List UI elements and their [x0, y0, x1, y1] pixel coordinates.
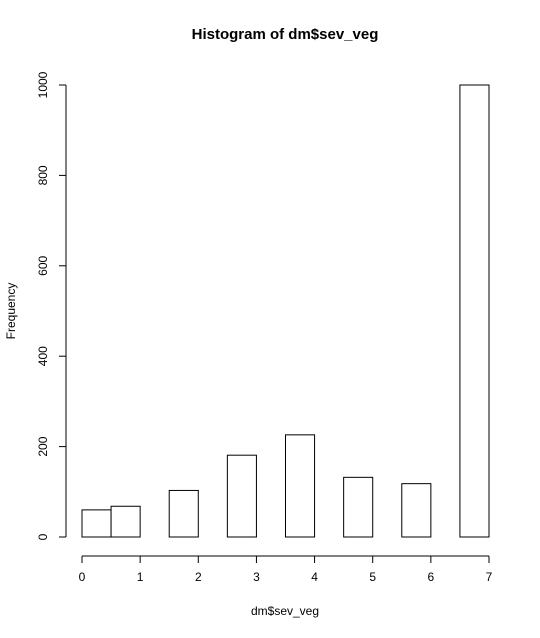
y-axis-label: Frequency — [4, 283, 18, 340]
bar — [81, 509, 112, 538]
y-tick-label: 200 — [36, 436, 50, 456]
x-tick-label: 2 — [195, 570, 202, 584]
bar — [226, 454, 257, 538]
x-tick-label: 7 — [486, 570, 493, 584]
bar — [285, 434, 316, 538]
y-tick-label: 1000 — [36, 71, 50, 98]
x-axis-label: dm$sev_veg — [251, 604, 319, 618]
y-tick-label: 0 — [36, 533, 50, 540]
chart-title: Histogram of dm$sev_veg — [192, 26, 379, 43]
x-tick-label: 3 — [253, 570, 260, 584]
y-tick-label: 600 — [36, 255, 50, 275]
bar — [343, 476, 374, 538]
bar — [401, 483, 432, 538]
bar — [459, 84, 490, 538]
x-tick-label: 6 — [428, 570, 435, 584]
x-tick-label: 1 — [137, 570, 144, 584]
y-tick-label: 400 — [36, 346, 50, 366]
x-tick-label: 4 — [311, 570, 318, 584]
x-tick-label: 0 — [79, 570, 86, 584]
x-tick-label: 5 — [369, 570, 376, 584]
bar — [168, 489, 199, 538]
bar — [110, 505, 141, 538]
y-tick-label: 800 — [36, 165, 50, 185]
